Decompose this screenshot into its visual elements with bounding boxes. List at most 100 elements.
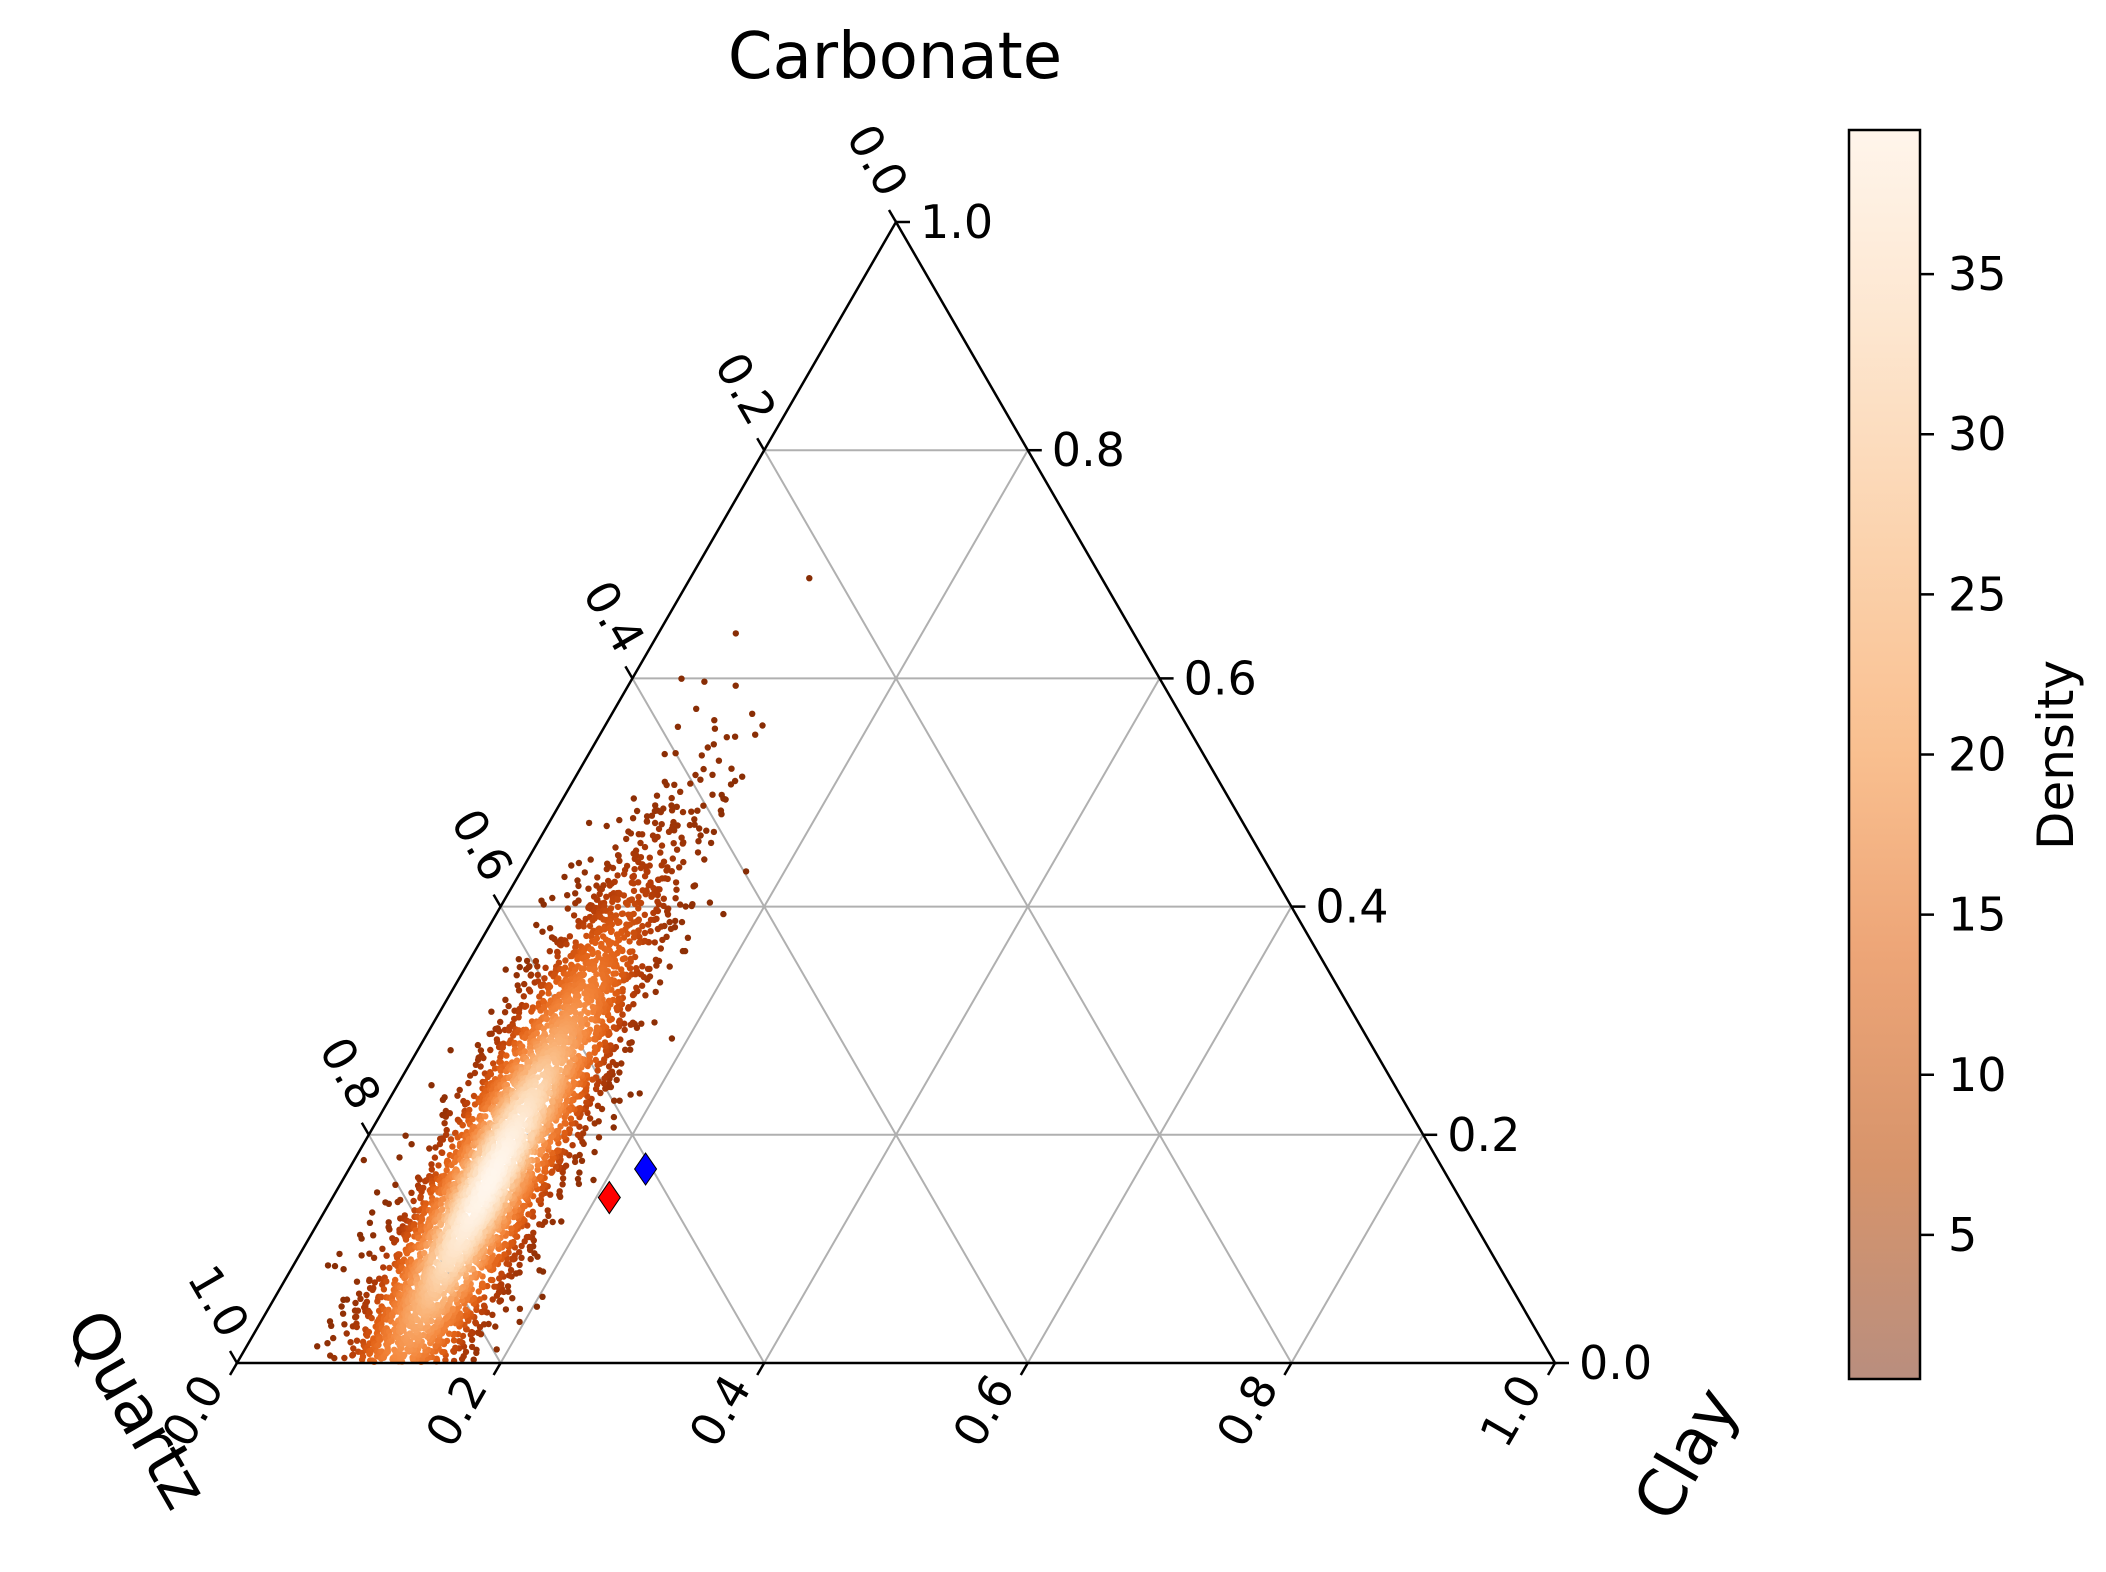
density-point (530, 1229, 537, 1237)
density-point (673, 846, 681, 853)
density-point (635, 905, 642, 912)
density-point (672, 750, 679, 757)
density-point (549, 1218, 556, 1226)
density-point (478, 1308, 485, 1316)
density-point (503, 1260, 510, 1267)
density-point (509, 1295, 516, 1302)
density-point (559, 1181, 566, 1188)
density-point (684, 934, 692, 941)
density-point (428, 1161, 435, 1168)
density-point (438, 1206, 446, 1214)
density-point (591, 1044, 599, 1051)
density-point (582, 1125, 589, 1132)
density-point (561, 873, 568, 881)
tick-mark-clay (1546, 1362, 1557, 1376)
density-point (421, 1249, 428, 1257)
density-point (647, 928, 654, 935)
tick-label-quartz: 1.0 (177, 1256, 260, 1346)
tick-label-quartz: 0.4 (572, 572, 655, 662)
tick-mark-quartz (624, 665, 634, 680)
density-point (651, 819, 659, 827)
blue-diamond-marker (633, 1152, 658, 1186)
density-point (363, 1291, 370, 1299)
density-point (594, 896, 601, 903)
density-point (663, 867, 670, 874)
density-point (555, 1003, 562, 1010)
density-point (574, 1175, 582, 1183)
density-point (695, 838, 702, 845)
density-point (639, 831, 646, 838)
density-point (618, 910, 626, 918)
density-point (682, 903, 689, 910)
density-point (396, 1251, 403, 1258)
tick-label-quartz: 0.6 (440, 800, 523, 890)
density-point (526, 1243, 533, 1251)
density-point (609, 864, 617, 872)
density-point (466, 1106, 473, 1114)
density-point (541, 999, 548, 1006)
density-point (513, 1270, 520, 1277)
density-point (442, 1356, 449, 1364)
density-point (627, 955, 634, 962)
density-point (358, 1235, 365, 1242)
density-point (545, 1212, 552, 1220)
density-point (525, 1211, 532, 1218)
density-point (637, 864, 645, 872)
density-point (570, 912, 578, 919)
colorbar-tick-label: 15 (1948, 888, 2007, 942)
density-point (701, 678, 708, 685)
density-point (554, 1021, 561, 1028)
density-point (641, 929, 649, 937)
density-point (653, 792, 661, 799)
tick-mark-quartz (228, 1350, 239, 1364)
density-point (623, 921, 630, 928)
density-point (557, 942, 565, 949)
density-point (414, 1315, 421, 1323)
density-point (613, 1004, 620, 1011)
density-point (595, 1134, 603, 1141)
density-point (679, 947, 687, 955)
density-point (642, 992, 649, 999)
density-point (584, 1020, 591, 1028)
density-point (420, 1352, 427, 1359)
density-point (526, 988, 534, 995)
density-point (669, 855, 676, 862)
density-point (603, 822, 610, 830)
density-point (602, 1085, 609, 1092)
density-point (605, 1080, 613, 1087)
density-point (584, 952, 591, 960)
density-point (518, 1254, 525, 1262)
density-point (505, 1272, 513, 1279)
tick-label-clay: 0.8 (1206, 1366, 1289, 1456)
colorbar-title: Density (2027, 660, 2085, 850)
density-point (508, 1225, 515, 1232)
density-point (550, 1055, 557, 1063)
density-point (620, 934, 628, 941)
density-point (496, 1028, 503, 1035)
density-point (480, 1302, 488, 1309)
density-point (586, 1051, 593, 1058)
density-point (641, 873, 649, 880)
density-point (543, 1015, 551, 1023)
density-point (588, 933, 595, 940)
density-point (437, 1221, 444, 1229)
density-point (497, 1018, 504, 1026)
grid-line (631, 677, 1029, 1364)
tick-label-carbonate: 0.8 (1052, 423, 1125, 477)
density-point (571, 1158, 579, 1166)
density-point (752, 731, 759, 738)
density-point (623, 835, 630, 843)
density-point (666, 963, 673, 970)
density-point (663, 781, 670, 789)
density-point (679, 840, 686, 847)
density-point (441, 1120, 448, 1127)
density-point (324, 1262, 332, 1269)
density-point (610, 1124, 617, 1131)
density-point (644, 965, 652, 973)
density-point (532, 957, 540, 965)
density-point (583, 932, 590, 940)
density-point (612, 990, 619, 997)
density-point (660, 902, 667, 910)
density-point (470, 1356, 477, 1363)
